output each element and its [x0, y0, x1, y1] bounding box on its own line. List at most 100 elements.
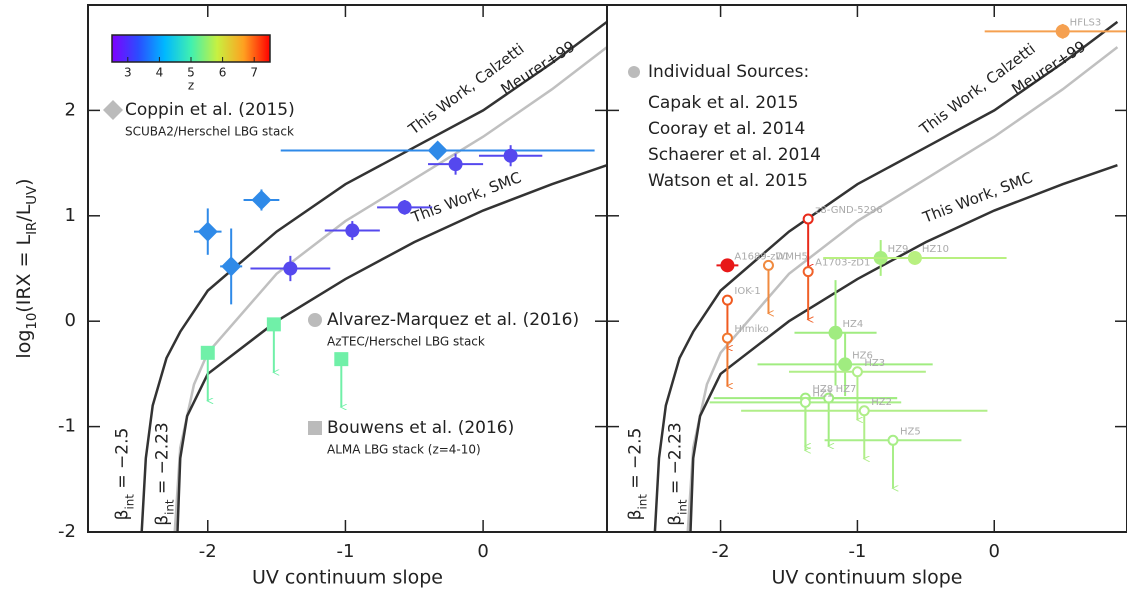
y-tick-label: 2 — [65, 99, 76, 120]
x-tick-label: -1 — [336, 541, 354, 562]
y-tick-label: 1 — [65, 205, 76, 226]
x-tick-label: -2 — [199, 541, 217, 562]
plot-area: HFLS3 A1689-zD1 z8-GND-5296 WMH5 A1703-zD1 IO… — [653, 17, 1127, 532]
data-point — [200, 345, 215, 360]
x-tick-label: 0 — [477, 541, 488, 562]
point-label: A1689-zD1 — [734, 251, 789, 262]
data-point — [283, 261, 298, 276]
asymptote-label: βint = −2.23 — [665, 422, 689, 526]
data-point — [720, 258, 735, 273]
legend-title: Individual Sources: — [648, 62, 809, 82]
panel-frame — [606, 4, 1127, 533]
point-label: IOK-1 — [734, 286, 760, 297]
point-label: HZ6 — [852, 350, 873, 361]
data-point — [721, 294, 733, 306]
text-part: = −2.5 — [112, 428, 132, 494]
legend-note: ALMA LBG stack (z=4-10) — [327, 443, 481, 457]
x-tick-label: 0 — [989, 541, 1000, 562]
asymptote-label: βint = −2.5 — [112, 428, 136, 521]
text-part: β — [626, 510, 646, 521]
asymptote-label: βint = −2.5 — [626, 428, 650, 521]
text-part: β — [112, 510, 132, 521]
text-part: IR — [25, 222, 40, 235]
colorbar-label: z — [188, 79, 194, 93]
data-point — [197, 221, 218, 242]
legend-symbol — [308, 421, 322, 435]
data-point — [721, 332, 733, 344]
text-part: int — [635, 494, 649, 510]
data-point — [427, 140, 448, 161]
text-part: ) — [13, 178, 35, 185]
legend-label: Alvarez-Marquez et al. (2016) — [327, 310, 579, 330]
point-label: HZ8 — [812, 384, 833, 395]
point-label: HZ7 — [836, 384, 857, 395]
data-point — [802, 266, 814, 278]
text-part: = −2.23 — [152, 422, 172, 499]
point-label: HZ9 — [888, 244, 909, 255]
colorbar-tick-label: 3 — [124, 66, 132, 80]
point-label: z8-GND-5296 — [815, 205, 883, 216]
legend-reference: Watson et al. 2015 — [648, 171, 808, 191]
legend-label: Bouwens et al. (2016) — [327, 418, 514, 438]
point-label: Himiko — [734, 324, 768, 335]
data-point — [503, 148, 518, 163]
text-part: int — [122, 494, 136, 510]
text-part: β — [152, 515, 172, 526]
legend-label: Coppin et al. (2015) — [125, 100, 295, 120]
x-axis-label: UV continuum slope — [771, 567, 962, 589]
point-label: HFLS3 — [1070, 17, 1102, 28]
data-point — [799, 396, 811, 408]
legend-reference: Schaerer et al. 2014 — [648, 145, 821, 165]
colorbar — [111, 34, 271, 63]
y-tick-label: -1 — [58, 416, 76, 437]
legend-symbol — [308, 313, 322, 327]
legend-reference: Capak et al. 2015 — [648, 93, 799, 113]
text-part: (IRX = L — [13, 234, 35, 312]
legend-note: SCUBA2/Herschel LBG stack — [125, 125, 294, 139]
data-point — [266, 317, 281, 332]
data-point — [851, 366, 863, 378]
text-part: β — [665, 515, 685, 526]
legend-note: AzTEC/Herschel LBG stack — [327, 335, 485, 349]
data-point — [762, 259, 774, 271]
y-axis-label: log10(IRX = LIR/LUV) — [13, 178, 40, 358]
model-curve — [689, 164, 1118, 532]
point-label: HZ3 — [864, 358, 885, 369]
y-tick-label: 0 — [65, 310, 76, 331]
x-tick-label: -2 — [712, 541, 730, 562]
data-point — [334, 352, 349, 367]
text-part: log — [13, 330, 35, 359]
text-part: int — [675, 499, 689, 515]
point-label: WMH5 — [775, 251, 807, 262]
data-point — [907, 250, 922, 265]
point-label: HZ2 — [871, 397, 892, 408]
model-curve — [653, 20, 1119, 532]
colorbar-tick-label: 4 — [156, 66, 164, 80]
text-part: int — [162, 499, 176, 515]
data-point — [838, 357, 853, 372]
colorbar-tick-label: 6 — [219, 66, 227, 80]
point-label: HZ4 — [843, 319, 864, 330]
text-part: UV — [25, 186, 40, 205]
x-axis-label: UV continuum slope — [252, 567, 443, 589]
text-part: = −2.23 — [665, 422, 685, 499]
data-point — [448, 157, 463, 172]
model-curve — [140, 20, 607, 532]
data-point — [858, 405, 870, 417]
colorbar-tick-label: 7 — [250, 66, 258, 80]
legend-symbol — [628, 66, 640, 78]
data-point — [345, 223, 360, 238]
x-tick-label: -1 — [848, 541, 866, 562]
text-part: 10 — [25, 313, 40, 330]
data-point — [397, 200, 412, 215]
text-part: = −2.5 — [626, 428, 646, 494]
data-point — [802, 213, 814, 225]
data-point — [251, 189, 272, 210]
data-point — [221, 256, 242, 277]
data-point — [887, 434, 899, 446]
model-curve — [176, 164, 607, 532]
asymptote-label: βint = −2.23 — [152, 422, 176, 526]
data-point — [1055, 24, 1070, 39]
legend-reference: Cooray et al. 2014 — [648, 119, 805, 139]
